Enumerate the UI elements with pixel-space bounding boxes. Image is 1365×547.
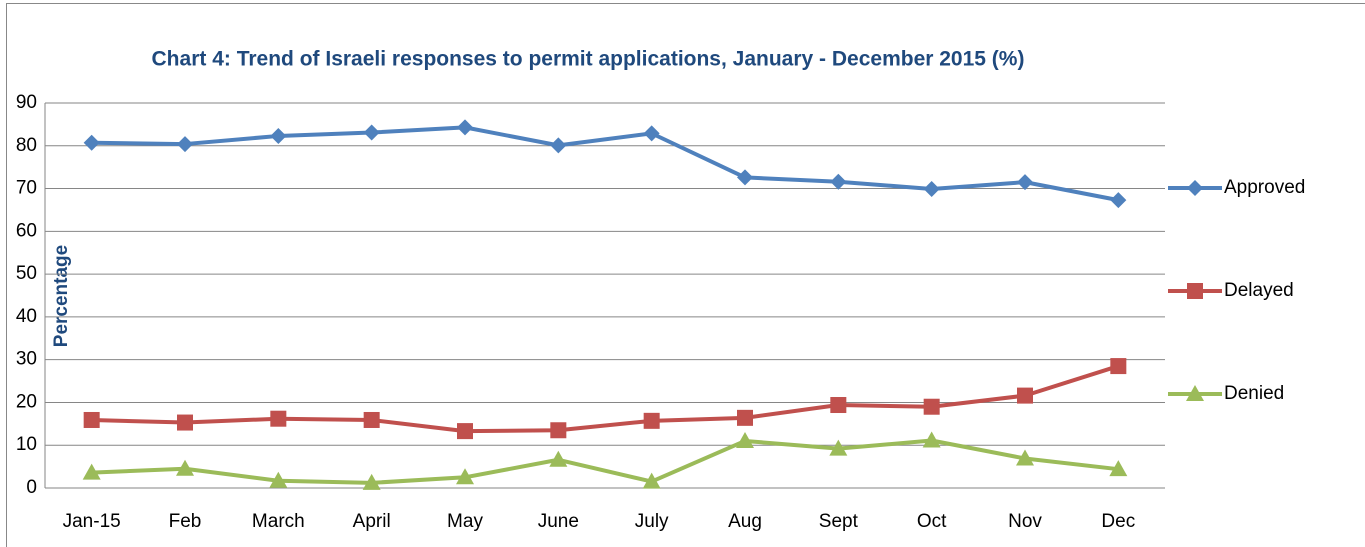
data-point (363, 124, 380, 141)
data-point (549, 450, 568, 467)
data-point (270, 127, 287, 144)
chart-border (6, 3, 1365, 547)
y-tick-label: 60 (16, 220, 37, 241)
data-point (82, 463, 101, 480)
x-tick-label: Nov (1008, 511, 1042, 532)
x-tick-label: Sept (819, 511, 859, 532)
data-point (177, 414, 193, 431)
data-point (737, 169, 753, 186)
data-point (736, 431, 754, 448)
data-point (83, 411, 100, 428)
legend-marker (1187, 283, 1203, 299)
legend-marker (1186, 385, 1204, 401)
data-point (550, 137, 567, 154)
data-point (270, 410, 287, 427)
x-tick-label: July (635, 511, 669, 532)
x-tick-label: June (538, 511, 579, 532)
y-tick-label: 80 (16, 135, 37, 156)
data-point (1110, 358, 1127, 375)
legend-label: Denied (1224, 383, 1284, 404)
data-point (1017, 387, 1033, 404)
y-tick-label: 20 (16, 391, 37, 412)
data-point (1110, 192, 1127, 209)
y-axis-label: Percentage (51, 245, 72, 347)
data-point (177, 136, 193, 153)
y-tick-label: 30 (16, 349, 37, 370)
data-point (830, 397, 847, 414)
chart-title: Chart 4: Trend of Israeli responses to p… (152, 48, 1025, 71)
data-point (830, 173, 847, 190)
y-tick-label: 70 (16, 178, 37, 199)
data-point (922, 431, 941, 448)
y-tick-label: 50 (16, 263, 37, 284)
data-point (829, 439, 848, 456)
legend-label: Delayed (1224, 280, 1294, 301)
data-point (269, 471, 288, 488)
data-point (737, 409, 753, 426)
x-tick-label: Dec (1101, 511, 1135, 532)
data-point (550, 422, 567, 439)
x-tick-label: Oct (917, 511, 947, 532)
data-point (923, 180, 940, 197)
data-point (363, 411, 380, 428)
series-line (91, 125, 1119, 203)
data-point (643, 412, 660, 429)
data-point (362, 473, 381, 490)
x-tick-label: April (353, 511, 391, 532)
y-tick-label: 40 (16, 306, 37, 327)
x-tick-label: March (252, 511, 305, 532)
y-tick-label: 10 (16, 434, 37, 455)
legend-marker (1187, 180, 1203, 196)
data-point (457, 423, 473, 440)
data-point (83, 134, 100, 151)
data-point (1109, 460, 1128, 477)
legend-label: Approved (1224, 177, 1305, 198)
data-point (457, 119, 473, 136)
series-line (91, 364, 1119, 434)
x-tick-label: May (447, 511, 483, 532)
data-point (643, 125, 660, 142)
y-tick-label: 0 (26, 477, 37, 498)
data-point (923, 398, 940, 415)
data-point (642, 472, 661, 489)
x-tick-label: Feb (169, 511, 202, 532)
data-point (1016, 449, 1034, 466)
data-point (176, 459, 194, 476)
data-point (456, 468, 474, 485)
y-tick-label: 90 (16, 92, 37, 113)
x-tick-label: Aug (728, 511, 762, 532)
data-point (1017, 174, 1033, 191)
x-tick-label: Jan-15 (63, 511, 121, 532)
series-line (91, 438, 1119, 485)
